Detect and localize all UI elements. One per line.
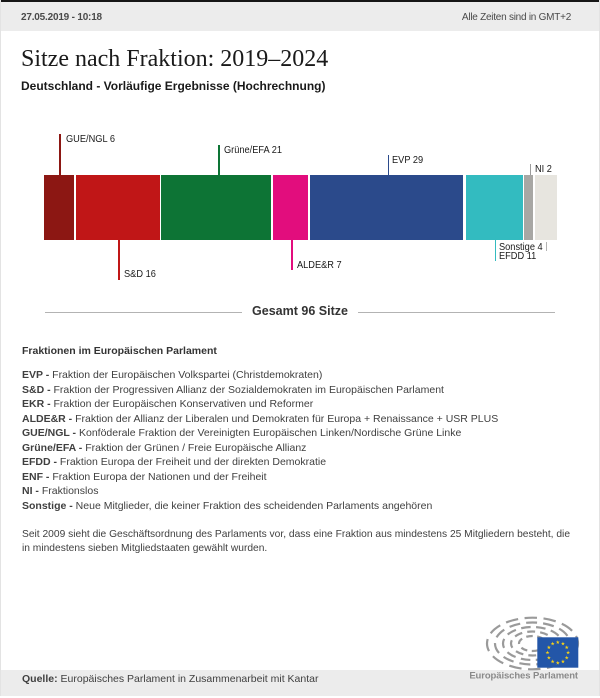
svg-text:Europäisches Parlament: Europäisches Parlament <box>469 671 579 682</box>
